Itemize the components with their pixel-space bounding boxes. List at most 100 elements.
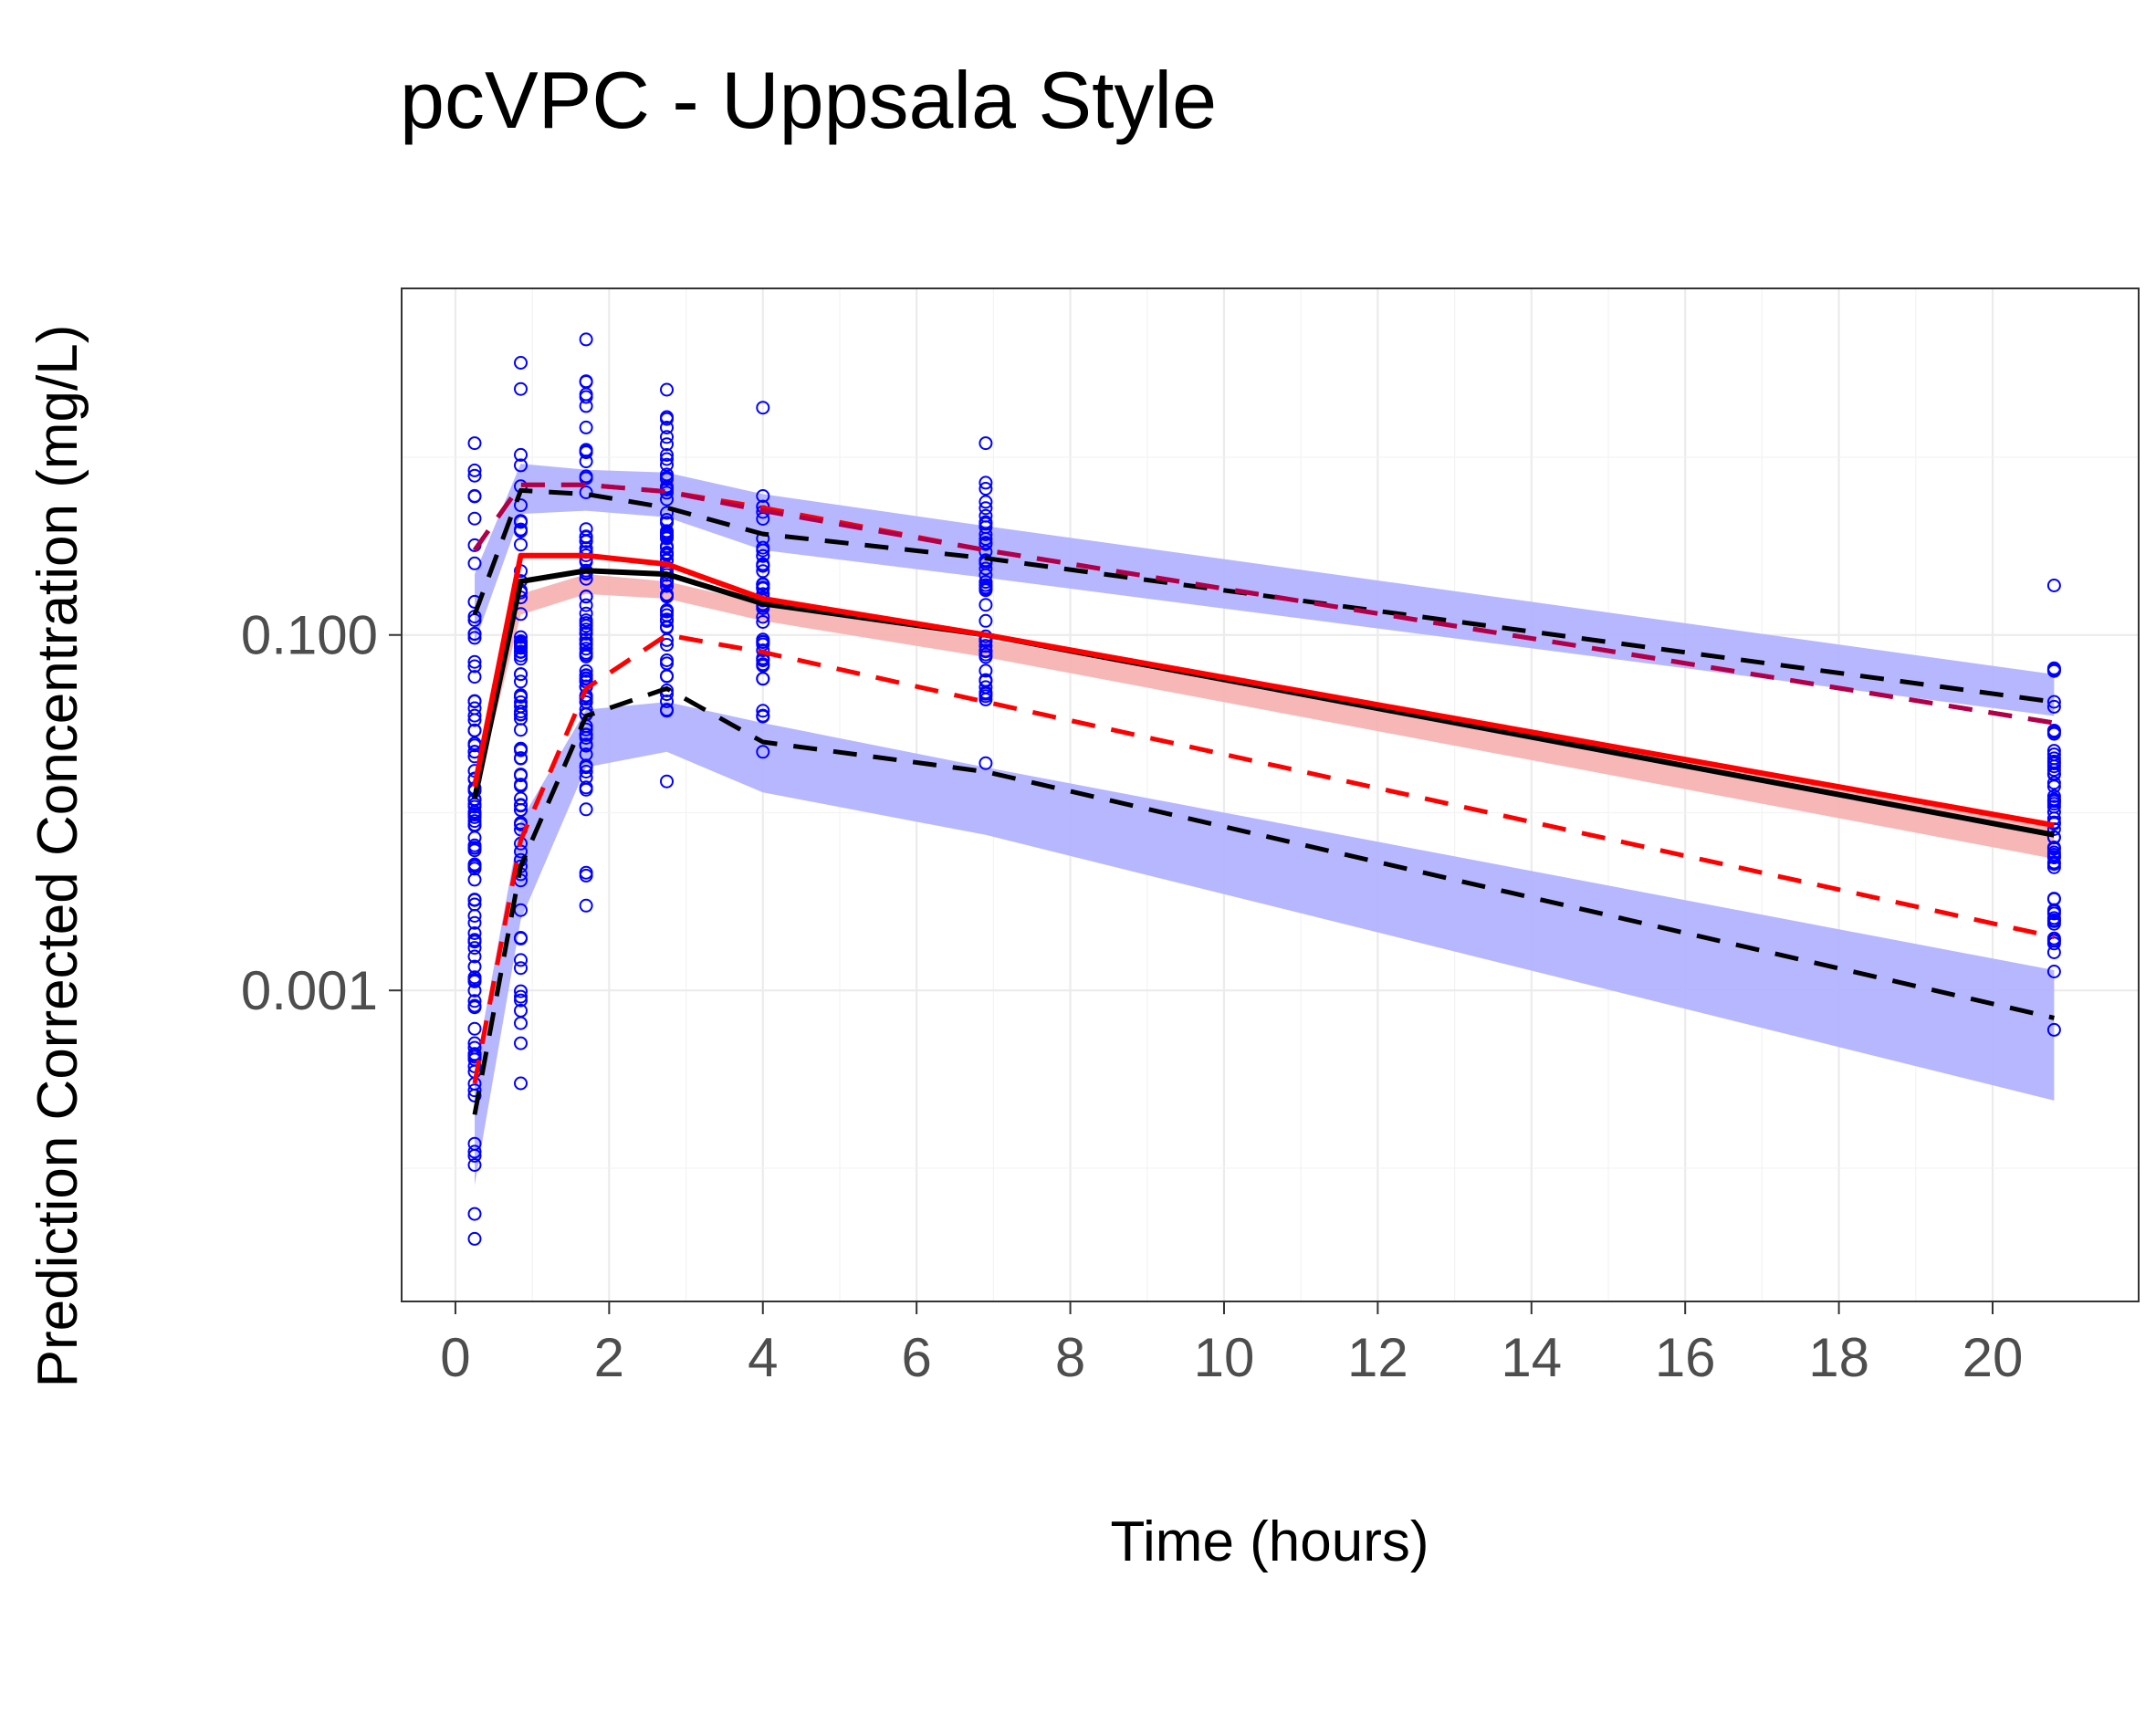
observation-point [2046,965,2061,978]
observation-point [660,608,674,622]
observation-point [514,742,528,756]
observation-point [579,444,593,459]
observation-point [467,488,482,503]
observation-point [660,437,674,452]
observation-point [467,857,482,872]
observation-point [579,606,593,621]
observation-point [756,745,770,759]
observation-point [579,387,593,402]
observation-point [660,430,674,444]
observation-point [467,1144,482,1159]
observation-point [467,1148,482,1163]
observation-point [579,622,593,637]
percentile-line [472,685,2055,1115]
observation-point [514,1016,528,1030]
observation-point [579,534,593,549]
observation-point [467,1052,482,1067]
x-tick-label: 12 [1347,1327,1408,1388]
observation-point [579,765,593,778]
observation-point [756,615,770,629]
observation-point [660,452,674,466]
observation-point [660,703,674,717]
observation-point [2046,699,2061,714]
observation-point [467,1047,482,1061]
observation-point [467,994,482,1008]
chart-title: pcVPC - Uppsala Style [400,55,1217,145]
observation-point [467,626,482,641]
observation-point [756,540,770,555]
observation-point [514,644,528,659]
observation-point [2046,695,2061,709]
observation-point [514,638,528,653]
observation-point [514,699,528,714]
observation-point [2046,661,2061,675]
observation-point [514,953,528,967]
grid-layer [402,288,2139,1301]
observation-point [2046,579,2061,592]
observation-point [579,671,593,685]
observation-point [2046,857,2061,872]
observation-point [514,1076,528,1091]
observation-point [979,475,993,490]
observation-point [979,756,993,770]
observation-point [467,694,482,708]
observation-point [514,381,528,396]
observation-point [979,680,993,695]
x-tick-label: 20 [1962,1327,2024,1388]
observation-point [579,616,593,631]
observation-point [2046,850,2061,864]
observation-point [979,561,993,576]
observation-point [514,961,528,976]
observation-point [467,463,482,477]
observation-point [579,638,593,652]
observation-point [660,540,674,555]
observation-point [514,674,528,689]
observation-point [467,819,482,833]
observation-point [660,467,674,482]
observation-point [467,814,482,829]
observation-point [660,421,674,434]
observation-point [2046,1022,2061,1037]
observation-point [660,579,674,593]
observation-point [660,613,674,628]
observation-point [467,511,482,526]
observation-point [579,770,593,785]
observation-point [756,643,770,658]
observation-point [660,506,674,520]
observation-point [467,1083,482,1098]
observation-point [467,631,482,645]
observation-point [979,686,993,701]
observation-point [579,486,593,499]
observation-point [979,674,993,688]
observation-point [467,654,482,669]
observation-point [579,632,593,647]
observation-point [467,1021,482,1036]
observation-point [579,598,593,612]
upper-band [475,464,2055,716]
observation-point [979,663,993,678]
observation-point [514,498,528,513]
observation-point [514,522,528,537]
observation-point [467,959,482,974]
observation-point [660,604,674,618]
observation-point [756,401,770,415]
x-tick-label: 8 [1055,1327,1085,1388]
observation-point [467,949,482,964]
observation-point [660,382,674,397]
observation-point [514,705,528,719]
observation-point [2046,768,2061,782]
x-axis-label: Time (hours) [1110,1510,1429,1573]
observation-point [514,458,528,473]
observation-point [579,727,593,742]
observation-point [756,704,770,718]
observation-point [579,332,593,347]
observation-point [2046,916,2061,931]
observation-point [514,667,528,682]
observation-point [514,634,528,648]
observation-point [579,802,593,817]
observation-point [514,803,528,817]
observation-point [514,515,528,529]
observation-point [2046,792,2061,807]
observation-point [579,663,593,678]
